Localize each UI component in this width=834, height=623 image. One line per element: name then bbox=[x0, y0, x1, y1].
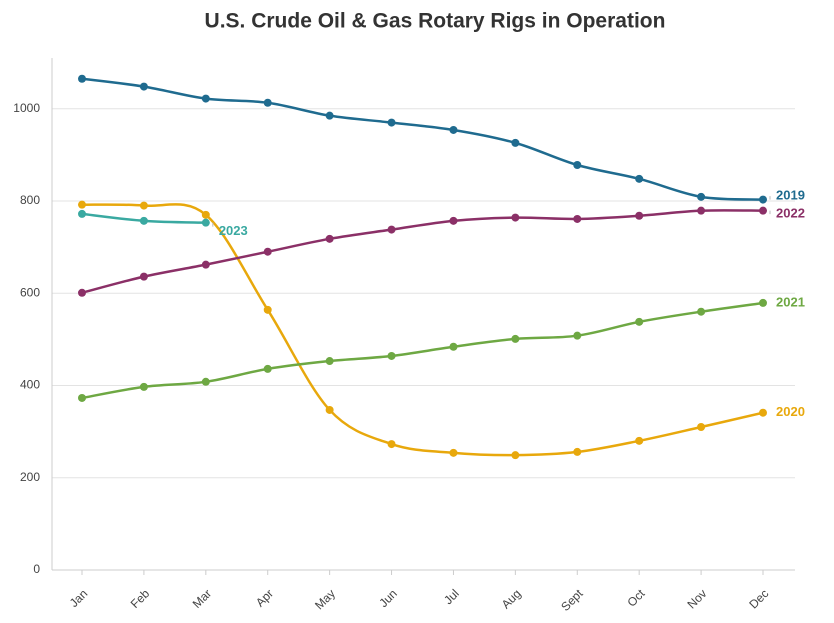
data-point bbox=[511, 138, 520, 147]
series-line bbox=[81, 301, 764, 400]
data-point bbox=[201, 218, 210, 227]
data-point bbox=[387, 440, 396, 449]
x-tick-label: Jun bbox=[376, 586, 400, 610]
x-tick-label: Mar bbox=[190, 586, 215, 611]
data-point bbox=[697, 307, 706, 316]
data-point bbox=[78, 209, 86, 218]
data-point bbox=[201, 210, 210, 219]
data-point bbox=[573, 331, 582, 340]
data-point bbox=[697, 423, 706, 432]
data-point bbox=[759, 298, 767, 307]
data-point bbox=[139, 382, 148, 391]
data-point bbox=[759, 206, 767, 215]
data-point bbox=[511, 451, 520, 460]
data-point bbox=[139, 82, 148, 91]
x-tick-label: Apr bbox=[253, 586, 276, 609]
chart-title: U.S. Crude Oil & Gas Rotary Rigs in Oper… bbox=[205, 10, 666, 33]
series-label: 2021 bbox=[776, 294, 805, 309]
data-point bbox=[78, 200, 86, 209]
data-point bbox=[449, 216, 458, 225]
data-point bbox=[511, 213, 520, 222]
data-point bbox=[697, 206, 706, 215]
data-point bbox=[263, 364, 272, 373]
y-tick-label: 800 bbox=[20, 193, 40, 207]
data-point bbox=[759, 408, 767, 417]
data-point bbox=[635, 211, 644, 220]
x-tick-label: Sept bbox=[558, 586, 586, 614]
data-point bbox=[573, 447, 582, 456]
data-point bbox=[449, 125, 458, 134]
data-point bbox=[78, 288, 86, 297]
data-point bbox=[201, 377, 210, 386]
x-tick-label: Jul bbox=[441, 586, 462, 607]
data-point bbox=[325, 111, 334, 120]
data-point bbox=[387, 351, 396, 360]
series-line bbox=[81, 209, 764, 294]
data-point bbox=[263, 98, 272, 107]
y-tick-label: 0 bbox=[33, 562, 40, 576]
x-tick-label: Feb bbox=[128, 586, 153, 611]
data-point bbox=[635, 174, 644, 183]
series-label: 2019 bbox=[776, 188, 805, 203]
x-tick-label: Oct bbox=[624, 586, 648, 610]
data-point bbox=[635, 317, 644, 326]
y-tick-label: 1000 bbox=[13, 101, 40, 115]
data-point bbox=[201, 260, 210, 269]
data-point bbox=[759, 195, 767, 204]
data-point bbox=[139, 201, 148, 210]
series-line bbox=[81, 203, 764, 457]
data-point bbox=[387, 225, 396, 234]
x-tick-label: Nov bbox=[684, 586, 709, 611]
data-point bbox=[511, 334, 520, 343]
series-line bbox=[81, 77, 764, 201]
y-tick-label: 200 bbox=[20, 470, 40, 484]
data-point bbox=[78, 393, 86, 402]
x-tick-label: May bbox=[312, 586, 338, 612]
data-point bbox=[201, 94, 210, 103]
data-point bbox=[325, 234, 334, 243]
x-tick-label: Aug bbox=[499, 586, 524, 611]
y-tick-label: 600 bbox=[20, 285, 40, 299]
data-point bbox=[78, 74, 86, 83]
data-point bbox=[573, 214, 582, 223]
data-point bbox=[449, 342, 458, 351]
data-point bbox=[573, 161, 582, 170]
data-point bbox=[449, 448, 458, 457]
series-label: 2023 bbox=[219, 223, 248, 238]
series-label: 2022 bbox=[776, 206, 805, 221]
x-tick-label: Dec bbox=[746, 586, 771, 611]
x-tick-label: Jan bbox=[67, 586, 91, 610]
data-point bbox=[697, 192, 706, 201]
series-label: 2020 bbox=[776, 404, 805, 419]
data-point bbox=[635, 436, 644, 445]
data-point bbox=[387, 118, 396, 127]
y-tick-label: 400 bbox=[20, 378, 40, 392]
data-point bbox=[139, 272, 148, 281]
data-point bbox=[325, 357, 334, 366]
data-point bbox=[263, 247, 272, 256]
data-point bbox=[263, 305, 272, 314]
data-point bbox=[139, 216, 148, 225]
data-point bbox=[325, 405, 334, 414]
